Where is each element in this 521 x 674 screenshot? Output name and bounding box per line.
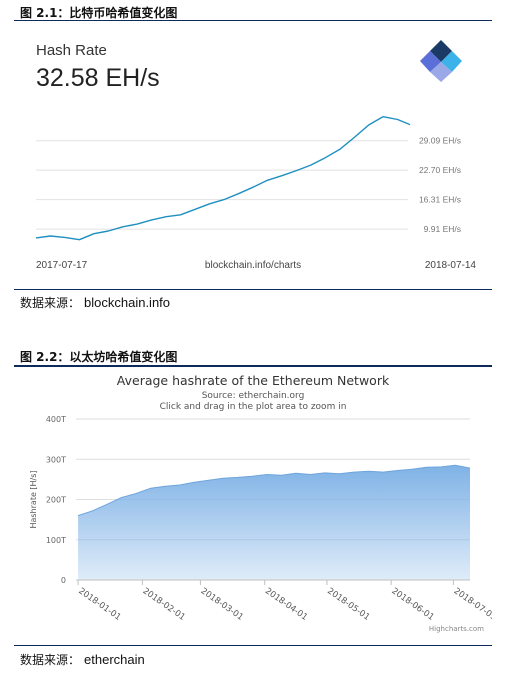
x-tick-label: 2018-04-01: [263, 586, 309, 623]
hashrate-line: [35, 115, 411, 241]
end-date-label: 2018-07-14: [424, 260, 476, 271]
figure-2-caption: 图 2.2：以太坊哈希值变化图: [20, 350, 178, 364]
ethereum-plot-area[interactable]: 0 100T 200T 300T 400T 2018-01-01 2018-02-01 201…: [14, 367, 492, 639]
hashrate-value: 32.58 EH/s: [36, 64, 160, 92]
y-tick-label: 16.31 EH/s: [419, 195, 461, 205]
y-tick-label: 29.09 EH/s: [419, 136, 461, 146]
hashrate-line: [77, 464, 471, 517]
y-tick-label: 400T: [46, 415, 66, 424]
chart-subtitle-source: Source: etherchain.org: [201, 391, 305, 401]
y-tick-label: 100T: [46, 536, 66, 545]
source-prefix: 数据来源：: [20, 296, 81, 310]
source-rule: [14, 645, 492, 646]
caption-rule: [14, 365, 492, 367]
highcharts-credit-link[interactable]: Highcharts.com: [428, 625, 484, 633]
source-value: blockchain.info: [84, 295, 171, 310]
source-value: etherchain: [84, 652, 145, 667]
y-axis-title: Hashrate [H/s]: [29, 470, 38, 528]
figure-1-source: 数据来源： blockchain.info: [20, 294, 170, 311]
x-tick-label: 2018-01-01: [76, 586, 122, 623]
y-tick-label: 200T: [46, 496, 66, 505]
y-tick-label: 22.70 EH/s: [419, 165, 461, 175]
figure-1-caption: 图 2.1：比特币哈希值变化图: [20, 6, 178, 20]
x-tick-label: 2018-02-01: [141, 586, 187, 623]
ethereum-hashrate-chart: Average hashrate of the Ethereum Network…: [14, 367, 492, 639]
x-tick-label: 2018-07-01: [452, 586, 492, 623]
start-date-label: 2017-07-17: [36, 260, 88, 271]
y-tick-label: 0: [61, 576, 66, 585]
chart-title: Average hashrate of the Ethereum Network: [116, 373, 390, 388]
y-tick-label: 300T: [46, 455, 66, 464]
chart-subtitle-zoom-hint: Click and drag in the plot area to zoom …: [159, 402, 347, 412]
hashrate-area: [78, 465, 470, 580]
caption-rule: [14, 20, 492, 21]
blockchain-logo-icon: [420, 40, 462, 82]
bitcoin-hashrate-chart: Hash Rate 32.58 EH/s 9.91 EH/s 16.31 EH/s…: [14, 22, 492, 284]
figure-2-source: 数据来源： etherchain: [20, 651, 145, 668]
hashrate-plot: 9.91 EH/s 16.31 EH/s 22.70 EH/s 29.09 EH/s: [35, 115, 461, 241]
source-link[interactable]: blockchain.info/charts: [204, 260, 302, 271]
chart-label: Hash Rate: [36, 42, 107, 59]
x-tick-label: 2018-06-01: [389, 586, 435, 623]
source-rule: [14, 289, 492, 290]
x-tick-label: 2018-05-01: [325, 586, 371, 623]
y-tick-label: 9.91 EH/s: [424, 224, 461, 234]
x-tick-label: 2018-03-01: [199, 586, 245, 623]
source-prefix: 数据来源：: [20, 653, 81, 667]
